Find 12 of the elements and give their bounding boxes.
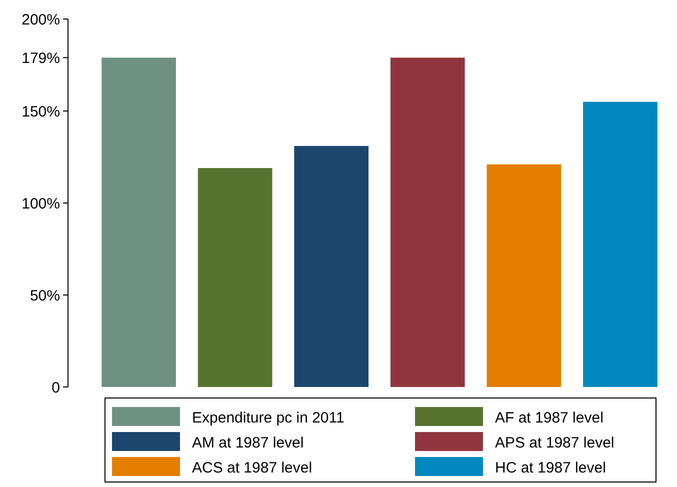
legend-label: AM at 1987 level [192, 434, 304, 452]
y-tick-label: 50% [30, 287, 60, 304]
y-tick-label: 179% [22, 50, 60, 67]
legend-label: APS at 1987 level [495, 434, 614, 452]
legend-label: AF at 1987 level [495, 409, 604, 426]
y-tick-label: 100% [22, 195, 60, 212]
y-tick-label: 150% [22, 103, 60, 120]
legend-label: ACS at 1987 level [192, 459, 312, 476]
y-tick-label: 200% [22, 11, 60, 28]
legend-label: HC at 1987 level [495, 459, 606, 476]
y-tick-label: 0 [52, 379, 60, 396]
legend-label: Expenditure pc in 2011 [192, 409, 344, 426]
